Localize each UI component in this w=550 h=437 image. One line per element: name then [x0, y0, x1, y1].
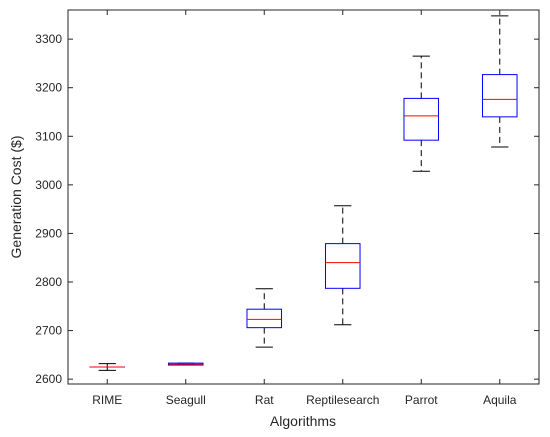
y-tick-label: 2600	[35, 372, 62, 386]
box-aquila	[481, 15, 518, 148]
box-parrot	[403, 55, 440, 172]
y-tick-label: 3100	[35, 129, 62, 143]
y-tick-label: 2900	[35, 226, 62, 240]
box-rime	[89, 363, 126, 371]
x-axis: RIME Seagull Rat Reptilesearch Parrot Aquila	[92, 10, 517, 407]
y-axis-title: Generation Cost ($)	[8, 136, 24, 259]
y-axis: 2600 2700 2800 2900 3000 3100 3200 3300	[35, 32, 539, 386]
plot-area	[67, 9, 540, 385]
x-tick-label: RIME	[92, 393, 122, 407]
x-tick-label: Parrot	[405, 393, 438, 407]
y-tick-label: 2700	[35, 324, 62, 338]
x-tick-label: Seagull	[166, 393, 206, 407]
iqr-box	[403, 97, 440, 141]
box-series	[89, 15, 518, 371]
iqr-box	[324, 243, 361, 289]
y-tick-label: 3000	[35, 178, 62, 192]
x-tick-label: Aquila	[483, 393, 517, 407]
iqr-box	[246, 308, 283, 329]
y-tick-label: 3200	[35, 81, 62, 95]
box-reptilesearch	[324, 205, 361, 326]
x-tick-label: Rat	[255, 393, 274, 407]
box-seagull	[167, 362, 204, 366]
iqr-box	[481, 74, 518, 118]
y-tick-label: 2800	[35, 275, 62, 289]
x-axis-title: Algorithms	[270, 413, 336, 429]
x-tick-label: Reptilesearch	[306, 393, 379, 407]
box-rat	[246, 288, 283, 348]
y-tick-label: 3300	[35, 32, 62, 46]
